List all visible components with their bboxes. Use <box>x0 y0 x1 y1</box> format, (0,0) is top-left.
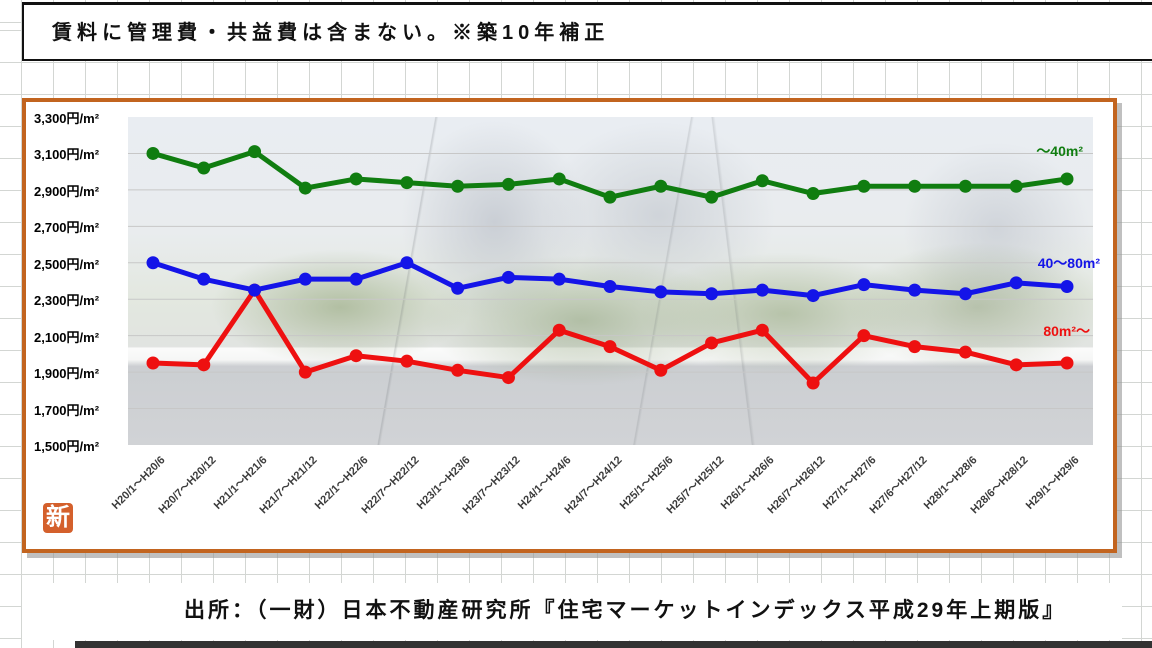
data-point <box>857 179 871 193</box>
y-axis-label: 2,900円/m² <box>34 183 100 199</box>
data-point <box>603 279 617 293</box>
data-point <box>755 323 769 337</box>
new-stamp-icon: 新 <box>43 503 73 533</box>
data-point <box>197 161 211 175</box>
data-point <box>1060 356 1074 370</box>
data-point <box>654 179 668 193</box>
data-point <box>248 283 262 297</box>
data-point <box>908 340 922 354</box>
data-point <box>1060 172 1074 186</box>
data-point <box>705 287 719 301</box>
x-axis-label: H29/1～H29/6 <box>1023 454 1082 512</box>
data-point <box>654 363 668 377</box>
y-axis-label: 3,300円/m² <box>34 111 100 126</box>
data-point <box>603 190 617 204</box>
data-point <box>857 278 871 292</box>
legend-label: ～40m² <box>1036 143 1083 159</box>
data-point <box>451 179 465 193</box>
data-point <box>552 272 566 286</box>
legend-label: 40～80m² <box>1037 255 1100 271</box>
data-point <box>705 190 719 204</box>
y-axis-label: 2,100円/m² <box>34 329 100 345</box>
data-point <box>146 256 160 270</box>
data-point <box>451 363 465 377</box>
data-point <box>349 349 363 363</box>
data-point <box>248 145 262 159</box>
y-axis-label: 3,100円/m² <box>34 147 100 163</box>
data-point <box>806 376 820 390</box>
data-point <box>298 365 312 379</box>
data-point <box>197 272 211 286</box>
title-cell[interactable]: 賃料に管理費・共益費は含まない。※築10年補正 <box>22 2 1152 61</box>
y-axis-label: 1,500円/m² <box>34 439 100 454</box>
source-text: 出所：（一財）日本不動産研究所『住宅マーケットインデックス平成29年上期版』 <box>184 599 1067 622</box>
y-axis-label: 2,700円/m² <box>34 220 100 236</box>
data-point <box>705 336 719 350</box>
data-point <box>400 256 414 270</box>
data-point <box>552 323 566 337</box>
data-point <box>958 345 972 359</box>
chart-note-title: 賃料に管理費・共益費は含まない。※築10年補正 <box>52 22 610 44</box>
data-point <box>1009 276 1023 290</box>
data-point <box>552 172 566 186</box>
bottom-window-edge <box>75 641 1152 648</box>
data-point <box>298 181 312 195</box>
source-cell[interactable]: 出所：（一財）日本不動産研究所『住宅マーケットインデックス平成29年上期版』 <box>22 583 1122 640</box>
data-point <box>349 272 363 286</box>
data-point <box>400 176 414 190</box>
data-point <box>857 329 871 343</box>
data-point <box>146 356 160 370</box>
data-point <box>1009 358 1023 372</box>
y-axis-label: 2,500円/m² <box>34 256 100 272</box>
line-chart <box>128 145 1093 410</box>
data-point <box>908 283 922 297</box>
y-axis-label: 2,300円/m² <box>34 293 100 309</box>
data-point <box>755 174 769 188</box>
data-point <box>349 172 363 186</box>
data-point <box>298 272 312 286</box>
data-point <box>1009 179 1023 193</box>
chart-frame[interactable]: 3,300円/m² 3,100円/m² 2,900円/m² 2,700円/m² 2,50… <box>22 98 1117 553</box>
data-point <box>501 371 515 385</box>
data-point <box>1060 279 1074 293</box>
data-point <box>755 283 769 297</box>
data-point <box>908 179 922 193</box>
data-point <box>958 179 972 193</box>
data-point <box>146 146 160 160</box>
y-axis-label: 1,900円/m² <box>34 366 100 382</box>
data-point <box>806 289 820 303</box>
data-point <box>451 281 465 295</box>
data-point <box>197 358 211 372</box>
data-point <box>603 340 617 354</box>
data-point <box>806 187 820 201</box>
data-point <box>501 270 515 284</box>
data-point <box>958 287 972 301</box>
legend-label: 80m²～ <box>1043 323 1090 339</box>
data-point <box>654 285 668 299</box>
data-point <box>501 177 515 191</box>
y-axis-label: 1,700円/m² <box>34 402 100 418</box>
series-line <box>150 287 1070 386</box>
data-point <box>400 354 414 368</box>
